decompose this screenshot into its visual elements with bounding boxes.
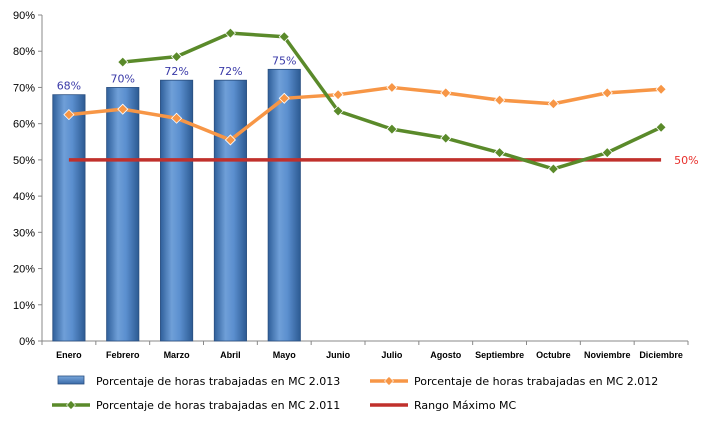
data-point-marker xyxy=(547,98,559,110)
y-tick-label: 80% xyxy=(13,46,35,58)
bar xyxy=(213,79,247,342)
bars-group xyxy=(52,68,301,342)
y-tick-label: 0% xyxy=(19,336,35,348)
data-point-marker xyxy=(547,163,559,175)
data-point-marker xyxy=(332,105,344,117)
data-point-marker xyxy=(440,132,452,144)
y-tick-label: 50% xyxy=(13,155,35,167)
legend-label: Rango Máximo MC xyxy=(414,399,517,412)
x-category-label: Noviembre xyxy=(584,350,631,360)
data-point-marker xyxy=(655,121,667,133)
x-category-label: Abril xyxy=(220,350,241,360)
y-tick-label: 30% xyxy=(13,227,35,239)
data-point-marker xyxy=(494,147,506,159)
legend-swatch-bar xyxy=(57,375,85,385)
legend-label: Porcentaje de horas trabajadas en MC 2.0… xyxy=(96,399,340,412)
bar-data-label: 72% xyxy=(164,65,188,78)
data-point-marker xyxy=(655,83,667,95)
data-point-marker xyxy=(278,31,290,43)
x-category-label: Mayo xyxy=(273,350,297,360)
data-point-marker xyxy=(601,147,613,159)
y-tick-label: 60% xyxy=(13,119,35,131)
bar xyxy=(52,94,86,342)
legend-swatch-marker xyxy=(66,400,76,410)
bar xyxy=(106,87,140,342)
data-point-marker xyxy=(332,89,344,101)
y-tick-label: 90% xyxy=(13,10,35,22)
data-point-marker xyxy=(117,56,129,68)
x-category-label: Agosto xyxy=(430,350,461,360)
legend-label: Porcentaje de horas trabajadas en MC 2.0… xyxy=(96,375,340,388)
data-point-marker xyxy=(440,87,452,99)
data-point-marker xyxy=(601,87,613,99)
data-point-marker xyxy=(386,81,398,94)
x-category-label: Febrero xyxy=(106,350,140,360)
bar-data-label: 68% xyxy=(57,80,81,93)
data-point-marker xyxy=(171,112,183,124)
bar xyxy=(267,68,301,342)
data-point-marker xyxy=(224,27,236,39)
bar-data-label: 70% xyxy=(111,72,135,85)
x-category-label: Julio xyxy=(381,350,403,360)
reference-line-label: 50% xyxy=(674,154,698,167)
x-category-label: Enero xyxy=(56,350,82,360)
legend-swatch-marker xyxy=(384,376,394,386)
x-category-label: Marzo xyxy=(164,350,191,360)
data-point-marker xyxy=(224,134,236,146)
y-tick-label: 70% xyxy=(13,82,35,94)
x-category-label: Junio xyxy=(326,350,351,360)
axes-group: 0% 10% 20% 30% 40% 50% 60% 70% 80% 90% Enero Febrer… xyxy=(13,10,689,360)
data-point-marker xyxy=(494,94,506,106)
legend-label: Porcentaje de horas trabajadas en MC 2.0… xyxy=(414,375,658,388)
series-line xyxy=(121,31,663,171)
series-line xyxy=(67,85,663,142)
y-tick-label: 40% xyxy=(13,191,35,203)
data-point-marker xyxy=(117,103,129,115)
data-point-marker xyxy=(278,92,290,104)
x-category-label: Diciembre xyxy=(639,350,683,360)
y-tick-label: 10% xyxy=(13,300,35,312)
bar-data-label: 75% xyxy=(272,54,296,67)
data-point-marker xyxy=(63,109,75,121)
x-category-label: Septiembre xyxy=(475,350,524,360)
data-point-marker xyxy=(386,123,398,135)
x-category-label: Octubre xyxy=(536,350,571,360)
y-tick-label: 20% xyxy=(13,264,35,276)
data-point-marker xyxy=(171,51,183,63)
legend: Porcentaje de horas trabajadas en MC 2.0… xyxy=(52,375,658,412)
labels-group: 68% 70% 72% 72% 75% 50% xyxy=(57,54,699,167)
lines-group xyxy=(63,27,667,175)
bar-data-label: 72% xyxy=(218,65,242,78)
